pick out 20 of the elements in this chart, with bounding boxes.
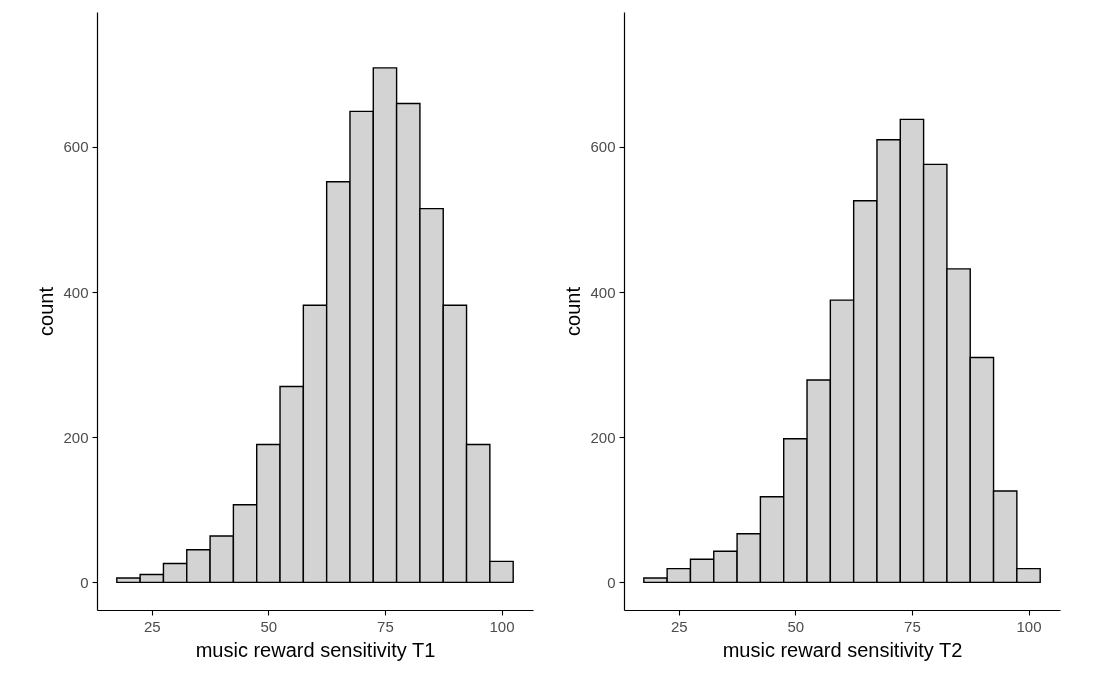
x-tick-label: 50 — [787, 617, 805, 635]
x-tick-label: 75 — [904, 617, 921, 635]
y-tick-label: 400 — [590, 283, 616, 301]
x-tick-label: 75 — [377, 617, 394, 635]
y-tick-label: 600 — [590, 138, 616, 156]
y-axis-title: count — [35, 286, 58, 336]
x-tick-label: 50 — [260, 617, 278, 635]
x-axis-title: music reward sensitivity T2 — [722, 638, 963, 661]
x-tick-label: 100 — [1016, 617, 1042, 635]
y-tick-label: 0 — [607, 573, 616, 591]
y-tick-label: 200 — [590, 428, 616, 446]
x-tick-label: 100 — [489, 617, 515, 635]
x-tick-label: 25 — [670, 617, 688, 635]
y-tick-label: 0 — [80, 573, 89, 591]
y-tick-label: 400 — [63, 283, 89, 301]
y-axis-title: count — [562, 286, 585, 336]
y-tick-label: 200 — [63, 428, 89, 446]
x-tick-label: 25 — [143, 617, 161, 635]
x-axis-title: music reward sensitivity T1 — [195, 638, 436, 661]
y-tick-label: 600 — [63, 138, 89, 156]
